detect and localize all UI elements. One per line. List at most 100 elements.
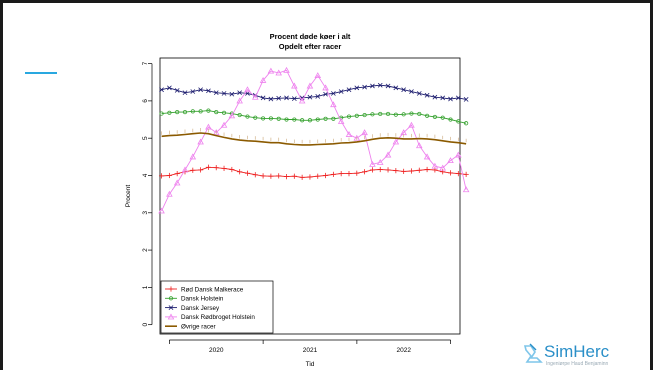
simherc-logo-text: SimHerc <box>544 342 610 361</box>
series-3-point-d2 <box>237 90 243 96</box>
series-4-point <box>275 69 282 76</box>
legend-label: Dansk Jersey <box>181 305 220 312</box>
series-3-point <box>323 91 328 97</box>
series-4 <box>158 66 470 214</box>
legend-label: Rød Dansk Malkerace <box>181 286 244 293</box>
series-3-point <box>424 92 430 98</box>
series-4-point <box>251 93 259 100</box>
series-3-point-d2 <box>432 94 438 100</box>
series-1-point <box>315 173 321 179</box>
series-4-point <box>181 166 189 173</box>
series-3-point <box>276 95 282 101</box>
legend-item: Rød Dansk Malkerace <box>165 286 244 293</box>
series-1-point <box>268 173 274 179</box>
series-1-point <box>276 173 282 179</box>
series-4-point <box>361 129 368 136</box>
series-3-point <box>221 91 227 96</box>
series-3-point <box>268 96 274 102</box>
series-3-point-d2 <box>159 87 164 93</box>
series-3-point-d2 <box>260 95 266 101</box>
series-3-point-d2 <box>463 97 469 102</box>
series-3-point <box>346 87 352 93</box>
slide-border-top <box>0 0 653 3</box>
series-1-point <box>229 166 235 173</box>
series-2-point <box>292 117 297 122</box>
y-tick-label: 0 <box>142 322 149 326</box>
series-2-line <box>161 110 467 124</box>
series-1-point <box>174 171 180 177</box>
series-3-point-d2 <box>346 87 352 93</box>
legend-swatch-marker-d2 <box>168 305 174 310</box>
series-3-point-d2 <box>362 84 367 90</box>
series-4-point <box>189 153 197 160</box>
series-1-point <box>416 167 422 173</box>
series-3-point <box>237 90 243 96</box>
series-4-point <box>314 72 322 79</box>
series-2-point <box>464 121 469 126</box>
y-tick-label: 1 <box>142 285 149 289</box>
series-3-point-d2 <box>424 92 430 98</box>
series-2-point <box>393 112 398 117</box>
series-3-point <box>284 95 289 101</box>
series-3-point <box>377 82 383 88</box>
y-tick-label: 3 <box>142 211 149 215</box>
series-2-point <box>409 111 414 116</box>
series-4-point <box>337 117 345 124</box>
series-1-point <box>354 170 360 176</box>
legend-label: Dansk Rødbroget Holstein <box>181 314 255 321</box>
series-1-point <box>408 168 415 174</box>
series-1-point <box>385 167 391 173</box>
series-4-point <box>345 131 353 137</box>
series-3-point <box>463 97 469 102</box>
series-3-point-d2 <box>370 83 375 89</box>
y-tick-label: 4 <box>142 173 149 177</box>
legend-item: Øvrige racer <box>165 324 216 331</box>
series-2-point <box>401 112 406 117</box>
series-1-point <box>377 166 383 173</box>
simherc-logo-icon <box>523 343 543 363</box>
line-chart: Rød Dansk Malkerace Dansk Holstein Dansk J… <box>125 32 470 368</box>
series-3-line <box>161 84 467 100</box>
series-4-point <box>369 160 376 167</box>
series-3-point-d2 <box>307 94 313 100</box>
series-4-point <box>376 159 384 165</box>
series-4-point <box>330 101 337 108</box>
series-5-line <box>161 132 467 146</box>
series-4-point <box>244 86 251 93</box>
series-4-point <box>306 82 314 89</box>
legend-box <box>160 280 274 334</box>
series-2-point <box>167 110 172 115</box>
series-3-point <box>190 89 196 94</box>
y-tick-label: 2 <box>142 248 149 252</box>
series-1-point <box>252 172 258 178</box>
chart-subtitle: Opdelt efter racer <box>279 42 342 51</box>
series-2-point <box>331 116 336 121</box>
series-4-point <box>392 138 400 145</box>
chart-title: Procent døde køer i alt <box>270 32 351 41</box>
legend-swatch-marker <box>167 313 175 320</box>
series-3-point <box>174 88 180 93</box>
simherc-logo: SimHerc Ingeniørpe Haud Benjaminn <box>522 340 632 368</box>
series-3-point <box>416 91 422 96</box>
series-4-point <box>267 67 275 74</box>
series-3-point <box>260 95 266 101</box>
series-2-point <box>159 111 164 116</box>
series-3-point-d2 <box>409 89 414 94</box>
series-3-point <box>393 85 399 91</box>
series-4-point <box>462 186 470 193</box>
legend-swatch-marker <box>168 296 174 301</box>
series-3-point-d2 <box>167 85 172 91</box>
series-4-point <box>158 207 165 214</box>
series-1-point <box>244 170 251 176</box>
series-4-point <box>447 157 454 164</box>
series-1-point <box>166 172 172 179</box>
series-4-point <box>291 82 298 89</box>
series-4-point <box>228 112 236 119</box>
series-4-point <box>439 164 446 171</box>
legend-item: Dansk Holstein <box>165 296 224 303</box>
series-1-point <box>205 164 212 170</box>
series-3-point-d2 <box>221 91 227 96</box>
series-1-point <box>338 171 344 177</box>
series-3-point-d2 <box>354 85 360 91</box>
series-3 <box>159 82 469 102</box>
